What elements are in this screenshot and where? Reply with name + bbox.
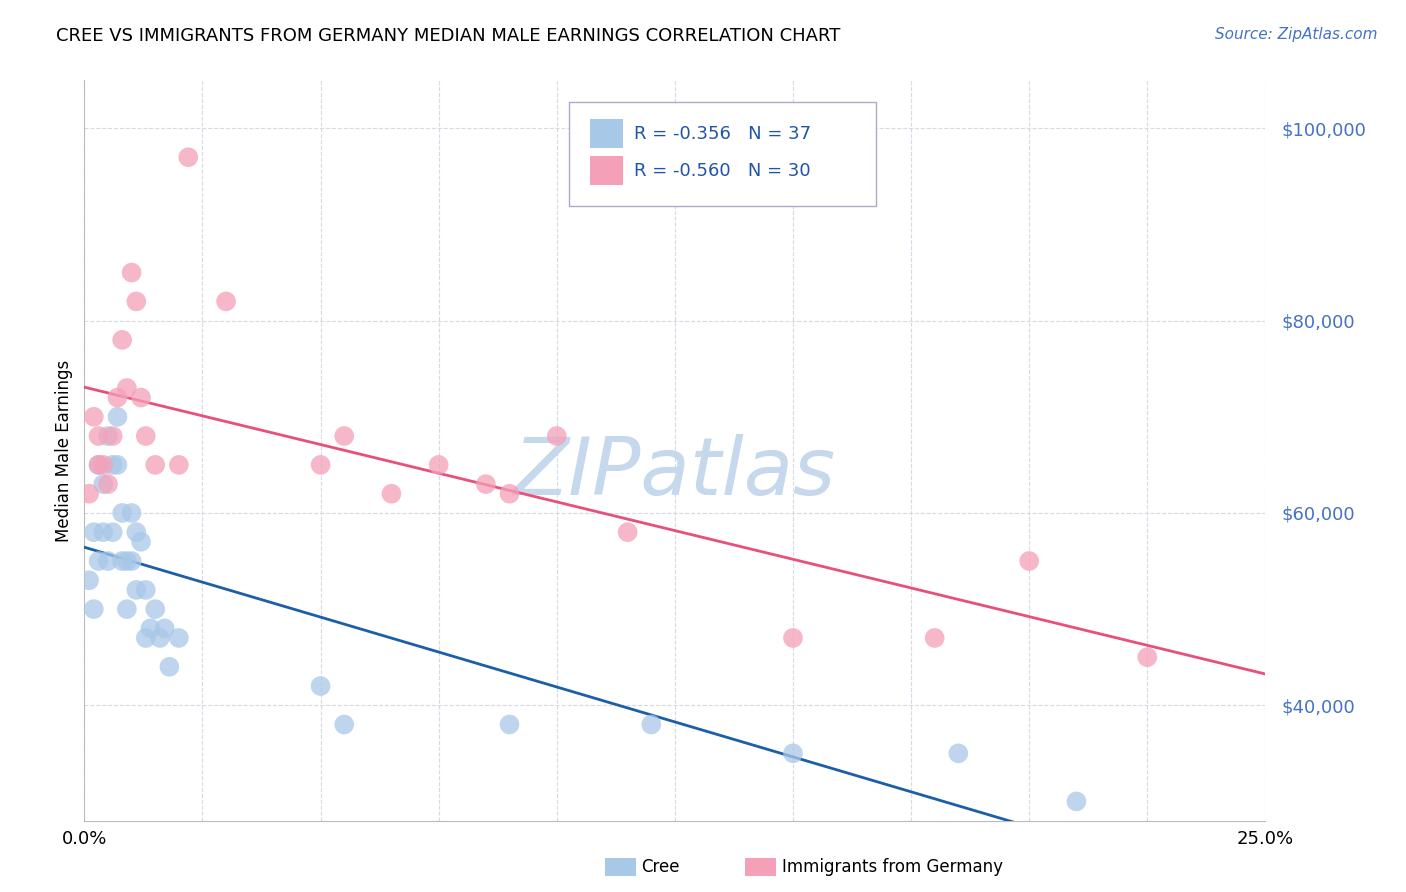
Point xyxy=(83,602,105,616)
Point xyxy=(215,294,238,309)
Point xyxy=(115,381,138,395)
Point xyxy=(107,409,129,424)
Point xyxy=(153,621,176,635)
Point xyxy=(143,458,166,472)
Point xyxy=(782,747,804,761)
Point xyxy=(91,458,114,472)
Point xyxy=(498,717,520,731)
Point xyxy=(101,458,124,472)
FancyBboxPatch shape xyxy=(568,103,876,206)
Y-axis label: Median Male Earnings: Median Male Earnings xyxy=(55,359,73,541)
Point xyxy=(177,150,200,164)
Text: CREE VS IMMIGRANTS FROM GERMANY MEDIAN MALE EARNINGS CORRELATION CHART: CREE VS IMMIGRANTS FROM GERMANY MEDIAN M… xyxy=(56,27,841,45)
Text: ZIPatlas: ZIPatlas xyxy=(513,434,837,512)
Point xyxy=(333,429,356,443)
Point xyxy=(475,477,498,491)
Point xyxy=(1136,650,1159,665)
Point xyxy=(101,525,124,540)
Point xyxy=(135,429,157,443)
Point xyxy=(121,554,143,568)
Point xyxy=(498,487,520,501)
Point xyxy=(546,429,568,443)
Point xyxy=(139,621,162,635)
Point xyxy=(924,631,946,645)
Point xyxy=(97,429,120,443)
Point xyxy=(309,458,332,472)
Point xyxy=(91,477,114,491)
Point xyxy=(97,554,120,568)
Point xyxy=(111,333,134,347)
Point xyxy=(87,554,110,568)
Point xyxy=(1066,794,1088,808)
Point xyxy=(143,602,166,616)
Point xyxy=(101,429,124,443)
Point xyxy=(129,391,152,405)
Point xyxy=(167,458,190,472)
Point xyxy=(948,747,970,761)
Point xyxy=(129,534,152,549)
Text: R = -0.560   N = 30: R = -0.560 N = 30 xyxy=(634,161,810,179)
Point xyxy=(91,525,114,540)
Point xyxy=(125,582,148,597)
Point xyxy=(135,631,157,645)
Point xyxy=(125,525,148,540)
Point xyxy=(83,409,105,424)
Point xyxy=(125,294,148,309)
Point xyxy=(380,487,402,501)
Point xyxy=(111,554,134,568)
Point xyxy=(427,458,450,472)
Text: Immigrants from Germany: Immigrants from Germany xyxy=(782,858,1002,876)
Point xyxy=(149,631,172,645)
Point xyxy=(115,602,138,616)
Point xyxy=(87,458,110,472)
Point xyxy=(1018,554,1040,568)
Point xyxy=(616,525,638,540)
Point xyxy=(309,679,332,693)
Point xyxy=(121,506,143,520)
Point xyxy=(111,506,134,520)
Point xyxy=(87,429,110,443)
Point xyxy=(97,477,120,491)
Point xyxy=(121,266,143,280)
Point xyxy=(167,631,190,645)
Point xyxy=(83,525,105,540)
Text: R = -0.356   N = 37: R = -0.356 N = 37 xyxy=(634,125,811,143)
Point xyxy=(115,554,138,568)
Point xyxy=(87,458,110,472)
Point xyxy=(157,660,180,674)
Point xyxy=(782,631,804,645)
Text: Source: ZipAtlas.com: Source: ZipAtlas.com xyxy=(1215,27,1378,42)
FancyBboxPatch shape xyxy=(591,119,623,148)
Point xyxy=(107,458,129,472)
Point xyxy=(107,391,129,405)
FancyBboxPatch shape xyxy=(591,156,623,186)
Point xyxy=(77,487,100,501)
Point xyxy=(135,582,157,597)
Text: Cree: Cree xyxy=(641,858,679,876)
Point xyxy=(640,717,662,731)
Point xyxy=(333,717,356,731)
Point xyxy=(77,574,100,588)
